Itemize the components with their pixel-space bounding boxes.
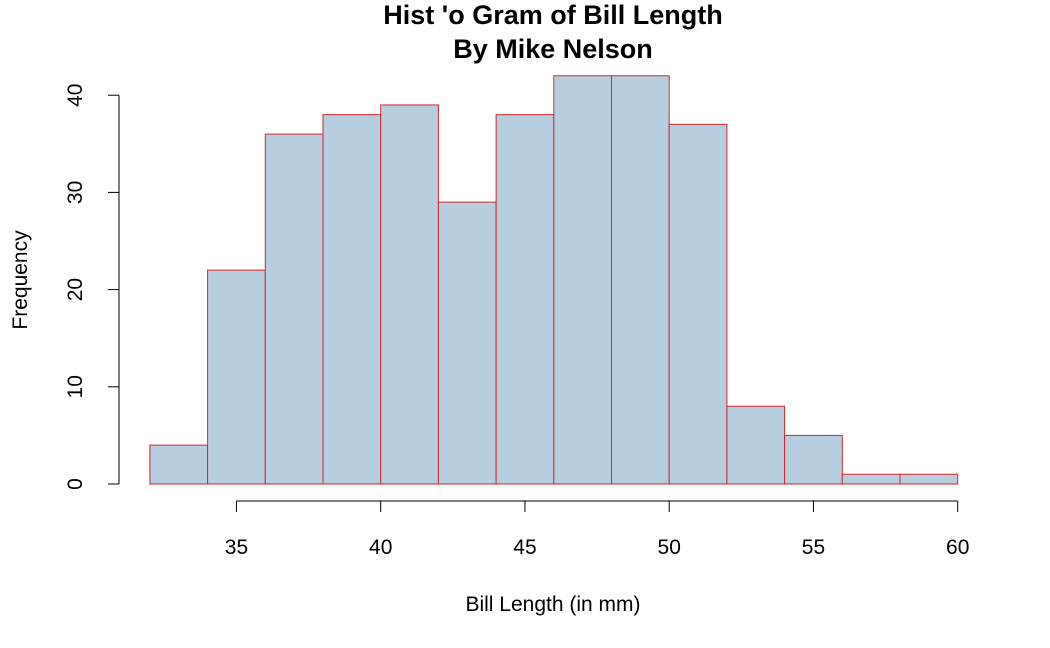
y-axis: 0 10 20 30 40 bbox=[64, 84, 120, 490]
histogram-bar bbox=[611, 75, 670, 485]
x-axis: 35 40 45 50 55 60 bbox=[225, 500, 969, 559]
histogram-bar bbox=[437, 201, 497, 485]
y-axis-label: Frequency bbox=[9, 230, 32, 330]
histogram-bar bbox=[668, 123, 728, 485]
x-tick-label: 45 bbox=[513, 536, 536, 559]
x-tick-label: 55 bbox=[802, 536, 825, 559]
histogram-bar bbox=[899, 473, 959, 485]
histogram-bar bbox=[207, 269, 266, 485]
histogram-bar bbox=[322, 114, 382, 485]
x-tick-label: 60 bbox=[946, 536, 969, 559]
chart-title: Hist 'o Gram of Bill Length bbox=[383, 0, 722, 30]
histogram-bar bbox=[149, 444, 209, 485]
histogram-bar bbox=[553, 75, 612, 485]
histogram-bar bbox=[784, 434, 843, 485]
y-tick-label: 30 bbox=[64, 181, 87, 204]
x-tick-label: 35 bbox=[225, 536, 248, 559]
y-tick-label: 40 bbox=[64, 84, 87, 107]
y-tick-label: 0 bbox=[64, 478, 87, 490]
histogram-bar bbox=[495, 114, 555, 485]
histogram-bar bbox=[841, 473, 901, 485]
chart-subtitle: By Mike Nelson bbox=[453, 34, 653, 64]
x-tick-label: 50 bbox=[658, 536, 681, 559]
bars-group bbox=[149, 75, 959, 485]
histogram-bar bbox=[726, 405, 786, 485]
y-tick-label: 10 bbox=[64, 375, 87, 398]
x-tick-label: 40 bbox=[369, 536, 392, 559]
histogram-bar bbox=[380, 104, 439, 485]
histogram-bar bbox=[264, 133, 324, 485]
y-tick-label: 20 bbox=[64, 278, 87, 301]
x-axis-label: Bill Length (in mm) bbox=[465, 593, 640, 616]
